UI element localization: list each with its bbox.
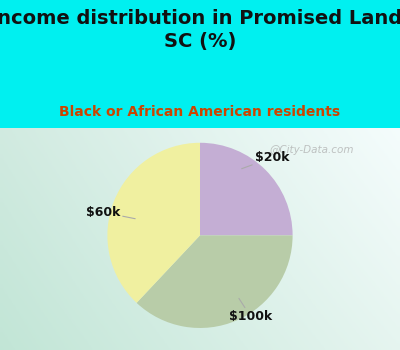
Text: @City-Data.com: @City-Data.com [270,145,354,155]
Wedge shape [200,143,293,235]
Text: $20k: $20k [242,151,290,169]
Text: $60k: $60k [86,206,135,219]
Wedge shape [107,143,200,303]
Wedge shape [137,235,293,328]
Text: Black or African American residents: Black or African American residents [60,105,340,119]
Text: $100k: $100k [229,298,272,323]
Text: Income distribution in Promised Land,
SC (%): Income distribution in Promised Land, SC… [0,9,400,51]
